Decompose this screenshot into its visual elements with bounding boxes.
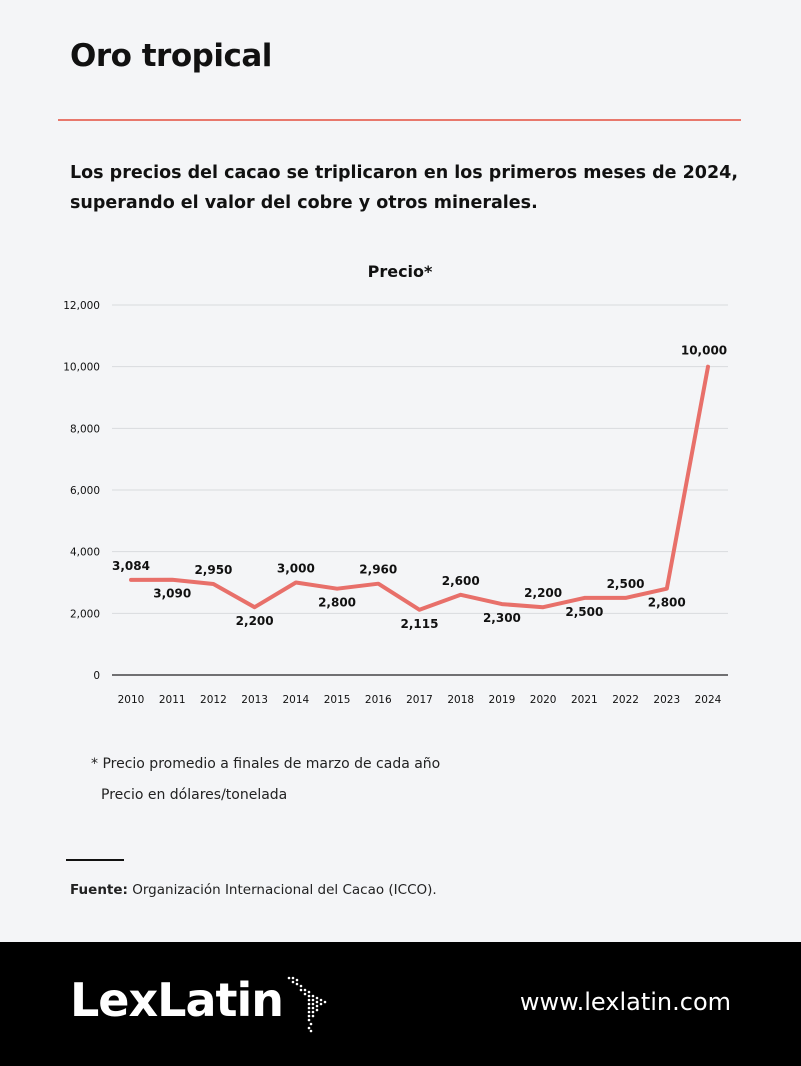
lexlatin-logo[interactable]: LexLatin (70, 973, 329, 1033)
y-tick-label: 4,000 (70, 547, 100, 559)
footnote-unit: Precio en dólares/tonelada (101, 787, 288, 803)
data-label: 2,600 (442, 574, 480, 588)
y-tick-label: 0 (93, 670, 100, 682)
x-tick-label: 2022 (612, 694, 639, 706)
x-tick-label: 2010 (118, 694, 145, 706)
y-tick-label: 10,000 (63, 362, 100, 374)
page-title: Oro tropical (70, 38, 272, 74)
logo-wordmark: LexLatin (70, 973, 284, 1027)
data-label: 3,000 (277, 562, 315, 576)
chart-title: Precio* (368, 262, 433, 281)
x-tick-label: 2019 (489, 694, 516, 706)
x-tick-label: 2020 (530, 694, 557, 706)
data-label: 2,960 (359, 563, 397, 577)
latin-america-map-icon (287, 976, 327, 1033)
y-tick-label: 6,000 (70, 485, 100, 497)
data-label: 2,300 (483, 611, 521, 625)
data-label: 3,084 (112, 559, 150, 573)
data-label: 2,500 (565, 605, 603, 619)
data-label: 3,090 (153, 587, 191, 601)
x-tick-label: 2015 (324, 694, 351, 706)
source-line: Fuente: Organización Internacional del C… (70, 882, 437, 898)
x-tick-label: 2023 (653, 694, 680, 706)
page-subtitle: Los precios del cacao se triplicaron en … (70, 163, 738, 213)
data-label: 10,000 (681, 344, 727, 358)
data-label: 2,115 (401, 617, 439, 631)
data-label: 2,800 (648, 596, 686, 610)
x-tick-label: 2012 (200, 694, 227, 706)
chart-grid (112, 304, 728, 676)
footnote-average: * Precio promedio a finales de marzo de … (91, 756, 441, 772)
x-tick-label: 2017 (406, 694, 433, 706)
data-label: 2,500 (607, 577, 645, 591)
x-axis: 2010 2011 2012 2013 2014 2015 2016 2017 2018 2019… (118, 694, 722, 706)
price-line-chart: Precio* 0 2,000 4,000 6,000 8,000 10,000 12,00… (63, 262, 728, 706)
x-tick-label: 2013 (241, 694, 268, 706)
website-link[interactable]: www.lexlatin.com (519, 988, 731, 1016)
source-label: Fuente: (70, 882, 128, 898)
data-label: 2,200 (524, 586, 562, 600)
data-label: 2,200 (236, 614, 274, 628)
x-tick-label: 2011 (159, 694, 186, 706)
source-text: Organización Internacional del Cacao (IC… (127, 882, 437, 898)
x-tick-label: 2021 (571, 694, 598, 706)
price-series-line (129, 364, 710, 612)
y-tick-label: 8,000 (70, 423, 100, 435)
footer-bar (0, 942, 801, 1066)
x-tick-label: 2016 (365, 694, 392, 706)
data-label: 2,800 (318, 596, 356, 610)
y-tick-label: 2,000 (70, 608, 100, 620)
y-tick-label: 12,000 (63, 300, 100, 312)
chart-series (129, 364, 710, 612)
x-tick-label: 2018 (447, 694, 474, 706)
x-tick-label: 2024 (695, 694, 722, 706)
title-divider (58, 119, 741, 121)
source-divider (66, 859, 124, 861)
x-tick-label: 2014 (282, 694, 309, 706)
data-label: 2,950 (194, 563, 232, 577)
y-axis: 0 2,000 4,000 6,000 8,000 10,000 12,000 (63, 300, 100, 682)
